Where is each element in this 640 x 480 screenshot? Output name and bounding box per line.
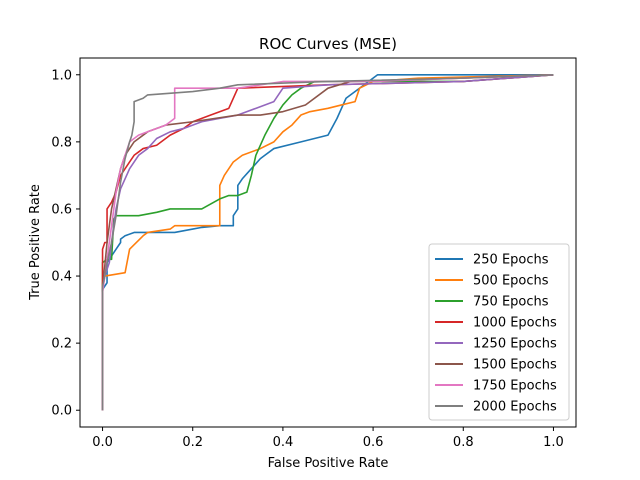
x-tick-label: 1.0 bbox=[543, 435, 564, 450]
y-tick-label: 1.0 bbox=[51, 68, 72, 83]
series-line-1 bbox=[101, 73, 554, 411]
y-tick-label: 0.4 bbox=[51, 270, 72, 285]
y-tick-label: 0.6 bbox=[51, 202, 72, 217]
legend-box bbox=[428, 243, 570, 421]
legend-label-5: 1500 Epochs bbox=[473, 358, 557, 373]
x-tick-label: 0.6 bbox=[363, 435, 384, 450]
legend-label-4: 1250 Epochs bbox=[473, 337, 557, 352]
x-tick-label: 0.4 bbox=[273, 435, 294, 450]
y-tick-label: 0.2 bbox=[51, 337, 72, 352]
x-axis-title: False Positive Rate bbox=[268, 456, 389, 471]
legend-label-3: 1000 Epochs bbox=[473, 316, 557, 331]
legend: 250 Epochs 500 Epochs 750 Epochs 1000 Epoch… bbox=[428, 243, 570, 421]
legend-label-7: 2000 Epochs bbox=[473, 400, 557, 415]
series-line-0 bbox=[101, 73, 554, 411]
legend-label-0: 250 Epochs bbox=[473, 253, 549, 268]
y-axis-title: True Positive Rate bbox=[28, 184, 43, 301]
series-line-3 bbox=[101, 73, 554, 411]
y-axis: 0.0 0.2 0.4 0.6 0.8 1.0 bbox=[51, 68, 80, 419]
x-tick-label: 0.2 bbox=[182, 435, 203, 450]
y-tick-label: 0.8 bbox=[51, 135, 72, 150]
axes-frame bbox=[79, 57, 577, 428]
series-line-7 bbox=[101, 73, 554, 411]
series-line-5 bbox=[101, 73, 554, 411]
x-tick-label: 0.8 bbox=[453, 435, 474, 450]
plot-area bbox=[101, 73, 554, 411]
y-tick-label: 0.0 bbox=[51, 404, 72, 419]
legend-label-1: 500 Epochs bbox=[473, 274, 549, 289]
legend-label-2: 750 Epochs bbox=[473, 295, 549, 310]
chart-title: ROC Curves (MSE) bbox=[259, 35, 397, 53]
x-tick-label: 0.0 bbox=[92, 435, 113, 450]
series-line-4 bbox=[101, 73, 554, 411]
legend-label-6: 1750 Epochs bbox=[473, 379, 557, 394]
x-axis: 0.0 0.2 0.4 0.6 0.8 1.0 bbox=[92, 427, 564, 450]
